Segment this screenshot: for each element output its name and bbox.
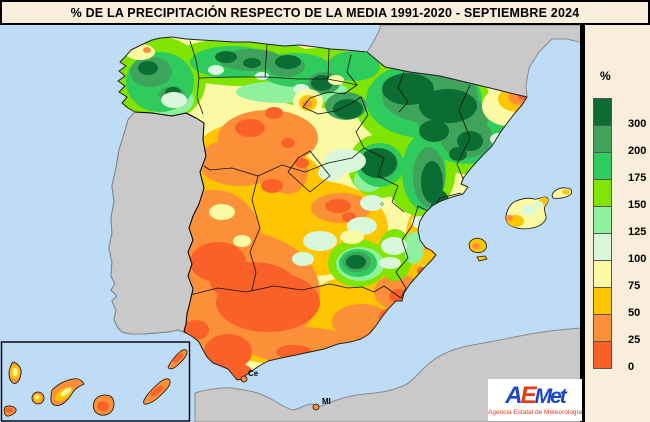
logo-letters-met: Met: [534, 384, 567, 408]
legend-swatch: [593, 152, 612, 180]
ceuta-label: Ce: [248, 369, 259, 378]
iberia-map-canvas: Ce Ml: [0, 25, 580, 422]
legend-swatch: [593, 206, 612, 234]
legend-swatch: [593, 341, 612, 369]
canary-islands-inset: [0, 341, 191, 422]
melilla-label: Ml: [322, 397, 331, 406]
legend-tick-label: 150: [628, 199, 647, 211]
legend-swatches: [593, 98, 612, 369]
legend-tick-label: 300: [628, 118, 647, 130]
iberian-peninsula: [108, 36, 528, 381]
logo-letter-a: A: [505, 381, 522, 409]
map-title: % DE LA PRECIPITACIÓN RESPECTO DE LA MED…: [0, 0, 650, 25]
legend-tick-label: 50: [628, 307, 641, 319]
legend-tick-label: 100: [628, 253, 647, 265]
legend-tick-label: 25: [628, 334, 641, 346]
aemet-wordmark: AEMet: [505, 381, 567, 409]
melilla-dot: [312, 403, 320, 411]
spain-portugal-border: [134, 111, 207, 334]
precipitation-field: [109, 37, 527, 380]
balearic-islands: [380, 187, 573, 262]
columbretes-islet: [380, 202, 384, 206]
legend-tick-label: 75: [628, 280, 641, 292]
logo-letter-e: E: [520, 381, 537, 409]
ceuta-dot: [240, 375, 248, 383]
legend-tick-label: 200: [628, 145, 647, 157]
legend-tick-label: 0: [628, 361, 635, 373]
aemet-logo-subtitle: Agencia Estatal de Meteorología: [488, 408, 582, 416]
legend-swatch: [593, 260, 612, 288]
legend-swatch: [593, 287, 612, 315]
legend-swatch: [593, 233, 612, 261]
legend-swatch: [593, 98, 612, 126]
legend-swatch: [593, 125, 612, 153]
legend-swatch: [593, 179, 612, 207]
legend-panel: % 300 200 175 150 125 100 75 50 25 0: [580, 25, 650, 422]
legend-tick-label: 125: [628, 226, 647, 238]
legend-tick-label: 175: [628, 172, 647, 184]
aemet-logo: AEMet Agencia Estatal de Meteorología: [488, 379, 582, 421]
africa-no-data: [194, 327, 580, 422]
legend-swatch: [593, 314, 612, 342]
legend-unit-label: %: [600, 69, 611, 83]
